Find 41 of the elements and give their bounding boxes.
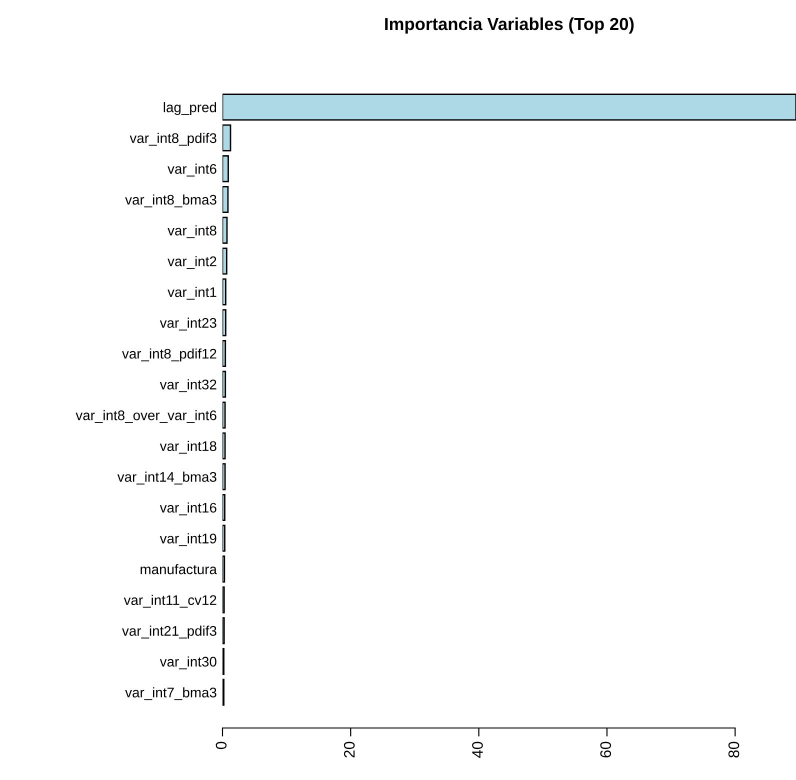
y-tick-label: var_int11_cv12 <box>124 594 216 608</box>
x-tick-label: 80 <box>728 742 740 758</box>
y-tick-label: var_int32 <box>160 379 216 392</box>
y-tick-label: var_int14_bma3 <box>117 472 216 484</box>
y-tick-label: var_int8_bma3 <box>125 194 216 208</box>
y-tick-label: var_int16 <box>160 502 216 516</box>
x-tick-label: 40 <box>472 742 483 758</box>
x-tick-label: 0 <box>216 742 227 750</box>
bar <box>222 278 226 306</box>
bar <box>222 370 226 398</box>
y-tick-label: var_int1 <box>168 286 216 300</box>
bar <box>222 216 228 244</box>
y-tick-label: var_int18 <box>160 440 216 454</box>
y-tick-label: var_int21_pdif3 <box>122 626 216 639</box>
bar <box>222 463 226 490</box>
chart-title: Importancia Variables (Top 20) <box>385 17 634 34</box>
bar <box>222 402 226 429</box>
bar <box>222 340 226 368</box>
y-tick-label: var_int7_bma3 <box>125 687 216 700</box>
x-tick-label: 20 <box>344 742 355 758</box>
y-tick-label: var_int8 <box>168 225 216 238</box>
y-tick-label: var_int30 <box>160 656 216 670</box>
y-tick-label: var_int6 <box>168 164 216 176</box>
y-tick-label: manufactura <box>140 564 217 574</box>
y-tick-label: lag_pred <box>164 102 216 116</box>
bar <box>222 432 226 460</box>
bar <box>222 124 232 152</box>
bar <box>222 248 228 275</box>
y-tick-label: var_int19 <box>160 533 216 546</box>
bar <box>222 186 229 214</box>
bar <box>222 155 229 182</box>
x-tick-label: 60 <box>600 742 612 758</box>
y-tick-label: var_int23 <box>160 318 216 330</box>
y-tick-label: var_int8_pdif3 <box>130 132 216 146</box>
y-tick-label: var_int8_over_var_int6 <box>76 410 216 423</box>
bar <box>222 309 226 336</box>
bar <box>222 494 226 522</box>
bar <box>222 524 226 552</box>
y-tick-label: var_int2 <box>168 256 216 269</box>
bar <box>222 94 796 121</box>
y-tick-label: var_int8_pdif12 <box>122 348 216 362</box>
